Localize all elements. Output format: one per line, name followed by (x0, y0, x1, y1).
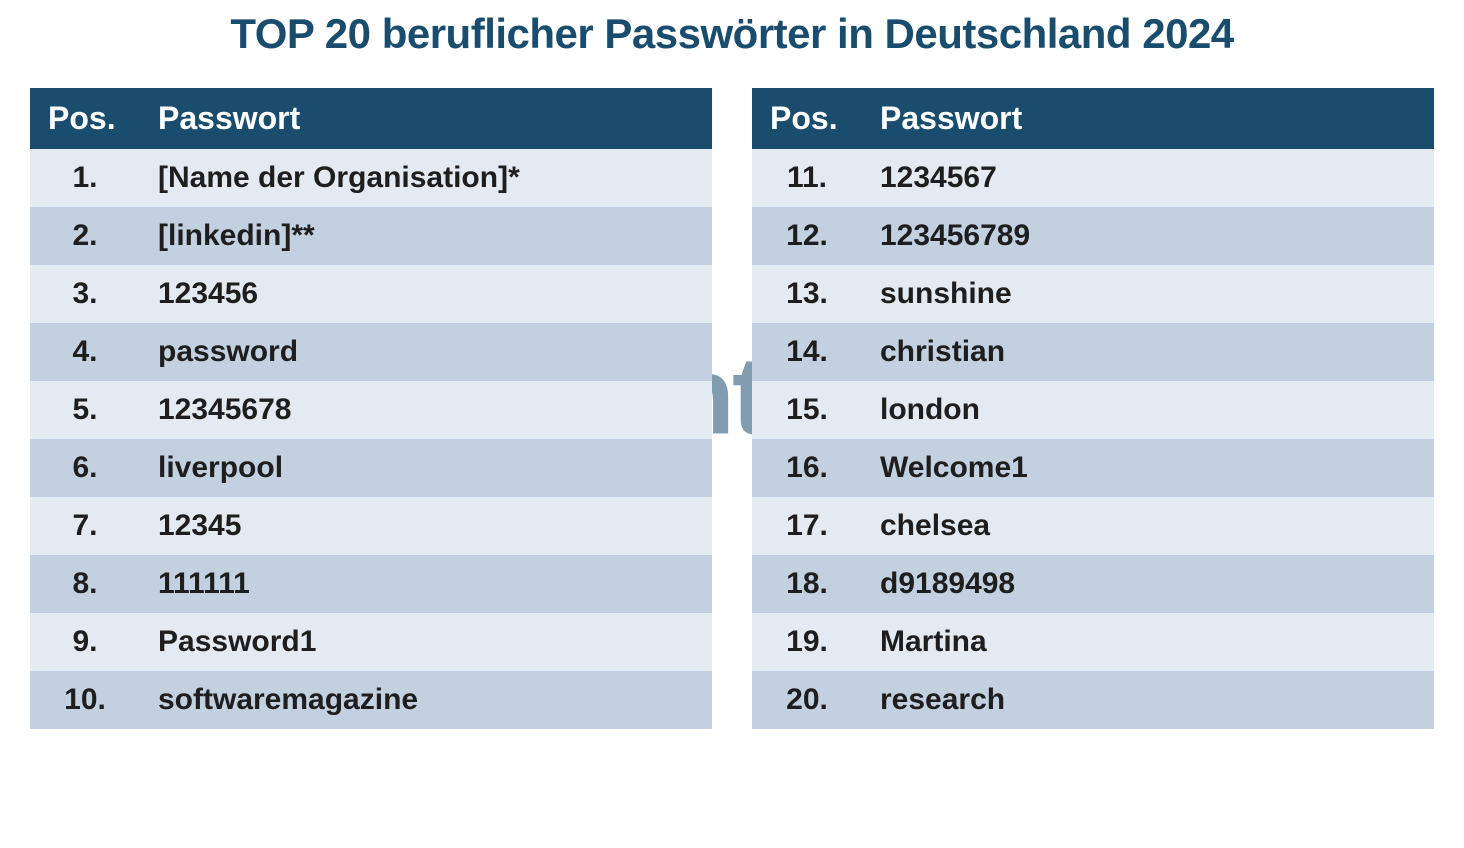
password-table-left: Pos. Passwort 1.[Name der Organisation]*… (30, 88, 712, 729)
infographic-container: TOP 20 beruflicher Passwörter in Deutsch… (0, 0, 1464, 759)
password-cell: 111111 (140, 555, 712, 613)
password-table-right: Pos. Passwort 11.123456712.12345678913.s… (752, 88, 1434, 729)
password-cell: Martina (862, 613, 1434, 671)
pos-cell: 5. (30, 381, 140, 439)
pos-cell: 12. (752, 207, 862, 265)
table-row: 13.sunshine (752, 265, 1434, 323)
password-cell: 123456 (140, 265, 712, 323)
password-cell: london (862, 381, 1434, 439)
pos-cell: 1. (30, 149, 140, 207)
table-header-row: Pos. Passwort (30, 88, 712, 149)
table-row: 17.chelsea (752, 497, 1434, 555)
table-row: 20.research (752, 671, 1434, 729)
pos-cell: 19. (752, 613, 862, 671)
pos-cell: 15. (752, 381, 862, 439)
password-cell: [linkedin]** (140, 207, 712, 265)
table-row: 14.christian (752, 323, 1434, 381)
password-cell: 123456789 (862, 207, 1434, 265)
password-cell: liverpool (140, 439, 712, 497)
pos-cell: 18. (752, 555, 862, 613)
password-cell: 1234567 (862, 149, 1434, 207)
page-title: TOP 20 beruflicher Passwörter in Deutsch… (30, 10, 1434, 58)
table-row: 18.d9189498 (752, 555, 1434, 613)
password-cell: 12345678 (140, 381, 712, 439)
password-cell: research (862, 671, 1434, 729)
pos-cell: 4. (30, 323, 140, 381)
pos-cell: 8. (30, 555, 140, 613)
table-row: 10.softwaremagazine (30, 671, 712, 729)
password-cell: sunshine (862, 265, 1434, 323)
password-cell: christian (862, 323, 1434, 381)
tables-wrap: identeco Pos. Passwort 1.[Name der Organ… (30, 88, 1434, 729)
table-row: 3.123456 (30, 265, 712, 323)
table-row: 2.[linkedin]** (30, 207, 712, 265)
table-row: 9.Password1 (30, 613, 712, 671)
table-row: 7.12345 (30, 497, 712, 555)
table-body-left: 1.[Name der Organisation]*2.[linkedin]**… (30, 149, 712, 729)
col-header-pos: Pos. (30, 88, 140, 149)
table-row: 12.123456789 (752, 207, 1434, 265)
password-cell: d9189498 (862, 555, 1434, 613)
pos-cell: 13. (752, 265, 862, 323)
pos-cell: 17. (752, 497, 862, 555)
col-header-pos: Pos. (752, 88, 862, 149)
pos-cell: 14. (752, 323, 862, 381)
password-cell: [Name der Organisation]* (140, 149, 712, 207)
pos-cell: 3. (30, 265, 140, 323)
password-cell: chelsea (862, 497, 1434, 555)
table-body-right: 11.123456712.12345678913.sunshine14.chri… (752, 149, 1434, 729)
table-row: 5.12345678 (30, 381, 712, 439)
pos-cell: 16. (752, 439, 862, 497)
pos-cell: 20. (752, 671, 862, 729)
password-cell: Password1 (140, 613, 712, 671)
table-header-row: Pos. Passwort (752, 88, 1434, 149)
table-row: 1.[Name der Organisation]* (30, 149, 712, 207)
table-row: 4.password (30, 323, 712, 381)
table-row: 11.1234567 (752, 149, 1434, 207)
password-cell: softwaremagazine (140, 671, 712, 729)
col-header-pw: Passwort (140, 88, 712, 149)
password-cell: Welcome1 (862, 439, 1434, 497)
pos-cell: 11. (752, 149, 862, 207)
col-header-pw: Passwort (862, 88, 1434, 149)
table-row: 6.liverpool (30, 439, 712, 497)
table-row: 19.Martina (752, 613, 1434, 671)
table-row: 16.Welcome1 (752, 439, 1434, 497)
table-row: 15.london (752, 381, 1434, 439)
pos-cell: 9. (30, 613, 140, 671)
pos-cell: 7. (30, 497, 140, 555)
password-cell: password (140, 323, 712, 381)
pos-cell: 2. (30, 207, 140, 265)
password-cell: 12345 (140, 497, 712, 555)
pos-cell: 10. (30, 671, 140, 729)
table-row: 8.111111 (30, 555, 712, 613)
pos-cell: 6. (30, 439, 140, 497)
